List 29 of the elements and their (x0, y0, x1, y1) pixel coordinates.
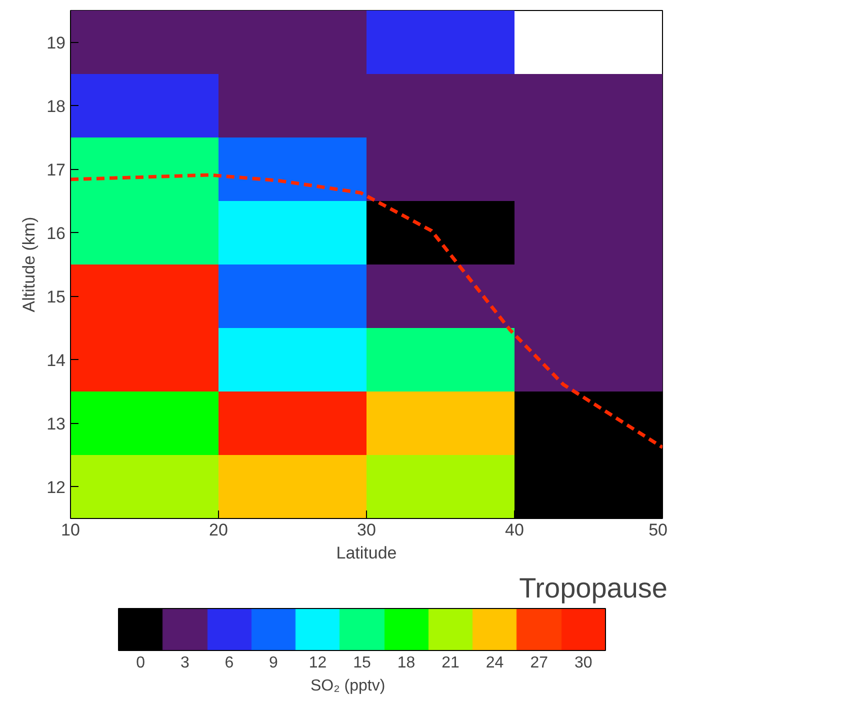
color-bar-label: 18 (397, 654, 416, 672)
y-tick-label: 19 (46, 33, 66, 52)
color-bar-label: 24 (486, 654, 504, 672)
color-bar-label: 21 (442, 654, 460, 672)
color-bar-title: SO₂ (pptv) (310, 678, 386, 694)
y-tick-label: 17 (46, 160, 66, 180)
color-bar-label: 3 (180, 654, 190, 672)
y-tick-label: 14 (46, 350, 66, 370)
x-tick-label: 40 (505, 520, 524, 540)
line-series (70, 173, 662, 450)
color-bar-label: 0 (136, 654, 146, 672)
y-axis-title: Altitude (km) (20, 216, 39, 312)
color-bar-label: 30 (574, 654, 592, 672)
y-tick-label: 12 (46, 478, 66, 497)
color-bar-label: 9 (269, 654, 278, 672)
x-tick-label: 30 (357, 520, 376, 540)
color-bar-label: 6 (224, 654, 234, 672)
y-tick-label: 18 (46, 96, 66, 116)
x-tick-label: 10 (61, 520, 80, 540)
x-tick-label: 50 (648, 520, 668, 540)
y-tick-label: 16 (46, 224, 66, 243)
x-tick-label: 20 (209, 520, 228, 540)
y-tick-label: 13 (46, 414, 66, 434)
text: Tropopause (519, 572, 668, 604)
y-tick-label: 15 (46, 287, 66, 306)
color-bar-label: 15 (353, 654, 371, 672)
color-bar-label: 12 (308, 654, 327, 672)
color-bar-label: 27 (530, 654, 548, 672)
x-axis-title: Latitude (336, 544, 397, 562)
